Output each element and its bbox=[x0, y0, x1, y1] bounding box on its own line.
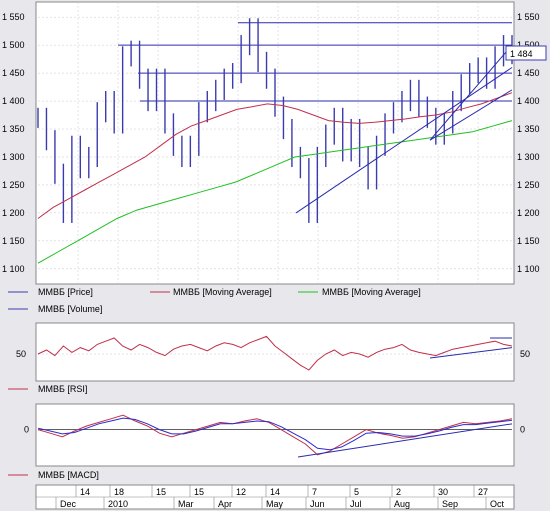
trend-lines bbox=[295, 44, 513, 214]
signal-line bbox=[37, 417, 513, 451]
trend-line bbox=[295, 67, 513, 214]
day-label: 7 bbox=[312, 487, 317, 497]
y-tick-label: 50 bbox=[520, 349, 530, 359]
last-value-label: 1 484 bbox=[510, 49, 533, 59]
day-label: 12 bbox=[236, 487, 246, 497]
month-label: Aug bbox=[394, 499, 410, 509]
y-tick-label: 1 100 bbox=[517, 264, 540, 274]
y-tick-label: 1 250 bbox=[2, 180, 25, 190]
price-y-ticks-left: 1 550 1 500 1 450 1 400 1 350 1 300 1 250 1 200… bbox=[2, 12, 25, 274]
y-tick-label: 1 550 bbox=[2, 12, 25, 22]
day-label: 27 bbox=[478, 487, 488, 497]
y-tick-label: 1 300 bbox=[2, 152, 25, 162]
rsi-legend: ММВБ [RSI] bbox=[8, 384, 87, 394]
day-label: 5 bbox=[354, 487, 359, 497]
price-y-ticks-right: 1 550 1 500 1 450 1 400 1 350 1 300 1 250 1 200… bbox=[517, 12, 540, 274]
time-axis: 14 18 15 15 12 14 7 5 2 30 27 Dec 2010 Mar Apr May Jun Ju… bbox=[36, 485, 514, 509]
y-tick-label: 1 500 bbox=[517, 40, 540, 50]
y-tick-label: 1 100 bbox=[2, 264, 25, 274]
month-label: Jul bbox=[350, 499, 362, 509]
trend-line bbox=[297, 423, 513, 458]
trend-line bbox=[429, 89, 513, 141]
month-label: Oct bbox=[490, 499, 505, 509]
y-tick-label: 50 bbox=[16, 349, 26, 359]
legend-ma-long: ММВБ [Moving Average] bbox=[322, 287, 421, 297]
rsi-series bbox=[37, 335, 513, 371]
trend-line bbox=[429, 347, 513, 359]
day-label: 15 bbox=[156, 487, 166, 497]
y-tick-label: 1 350 bbox=[2, 124, 25, 134]
y-tick-label: 1 550 bbox=[517, 12, 540, 22]
legend-ma-short: ММВБ [Moving Average] bbox=[173, 287, 272, 297]
y-tick-label: 1 150 bbox=[517, 236, 540, 246]
y-tick-label: 1 400 bbox=[2, 96, 25, 106]
y-tick-label: 1 450 bbox=[2, 68, 25, 78]
y-tick-label: 1 250 bbox=[517, 180, 540, 190]
day-label: 30 bbox=[438, 487, 448, 497]
day-label: 14 bbox=[80, 487, 90, 497]
y-tick-label: 1 500 bbox=[2, 40, 25, 50]
day-label: 18 bbox=[114, 487, 124, 497]
macd-series bbox=[37, 414, 513, 458]
month-label: Sep bbox=[442, 499, 458, 509]
month-label: Jun bbox=[310, 499, 325, 509]
price-series bbox=[37, 18, 513, 264]
y-tick-label: 1 200 bbox=[517, 208, 540, 218]
month-label: Dec bbox=[60, 499, 77, 509]
last-value-tag: 1 484 bbox=[505, 45, 547, 61]
y-tick-label: 0 bbox=[520, 425, 525, 435]
day-label: 14 bbox=[270, 487, 280, 497]
horizontal-levels bbox=[118, 22, 512, 102]
day-label: 2 bbox=[396, 487, 401, 497]
macd-panel bbox=[35, 403, 515, 467]
month-label: Apr bbox=[218, 499, 232, 509]
y-tick-label: 1 150 bbox=[2, 236, 25, 246]
rsi-y-ticks: 50 50 bbox=[16, 349, 530, 359]
y-tick-label: 1 350 bbox=[517, 124, 540, 134]
rsi-line bbox=[37, 335, 513, 371]
price-legend: ММВБ [Price] ММВБ [Moving Average] ММВБ … bbox=[8, 287, 421, 314]
month-label: May bbox=[266, 499, 284, 509]
legend-price: ММВБ [Price] bbox=[38, 287, 93, 297]
y-tick-label: 0 bbox=[24, 425, 29, 435]
rsi-panel bbox=[35, 322, 515, 382]
price-panel bbox=[35, 1, 515, 285]
month-label: 2010 bbox=[108, 499, 128, 509]
y-tick-label: 1 300 bbox=[517, 152, 540, 162]
macd-line bbox=[37, 414, 513, 456]
month-label: Mar bbox=[178, 499, 194, 509]
day-label: 15 bbox=[194, 487, 204, 497]
trend-line bbox=[429, 44, 513, 141]
legend-volume: ММВБ [Volume] bbox=[38, 304, 102, 314]
legend-macd: ММВБ [MACD] bbox=[38, 470, 99, 480]
y-tick-label: 1 400 bbox=[517, 96, 540, 106]
y-tick-label: 1 200 bbox=[2, 208, 25, 218]
legend-rsi: ММВБ [RSI] bbox=[38, 384, 87, 394]
macd-legend: ММВБ [MACD] bbox=[8, 470, 99, 480]
y-tick-label: 1 450 bbox=[517, 68, 540, 78]
ma-short-line bbox=[37, 92, 513, 219]
